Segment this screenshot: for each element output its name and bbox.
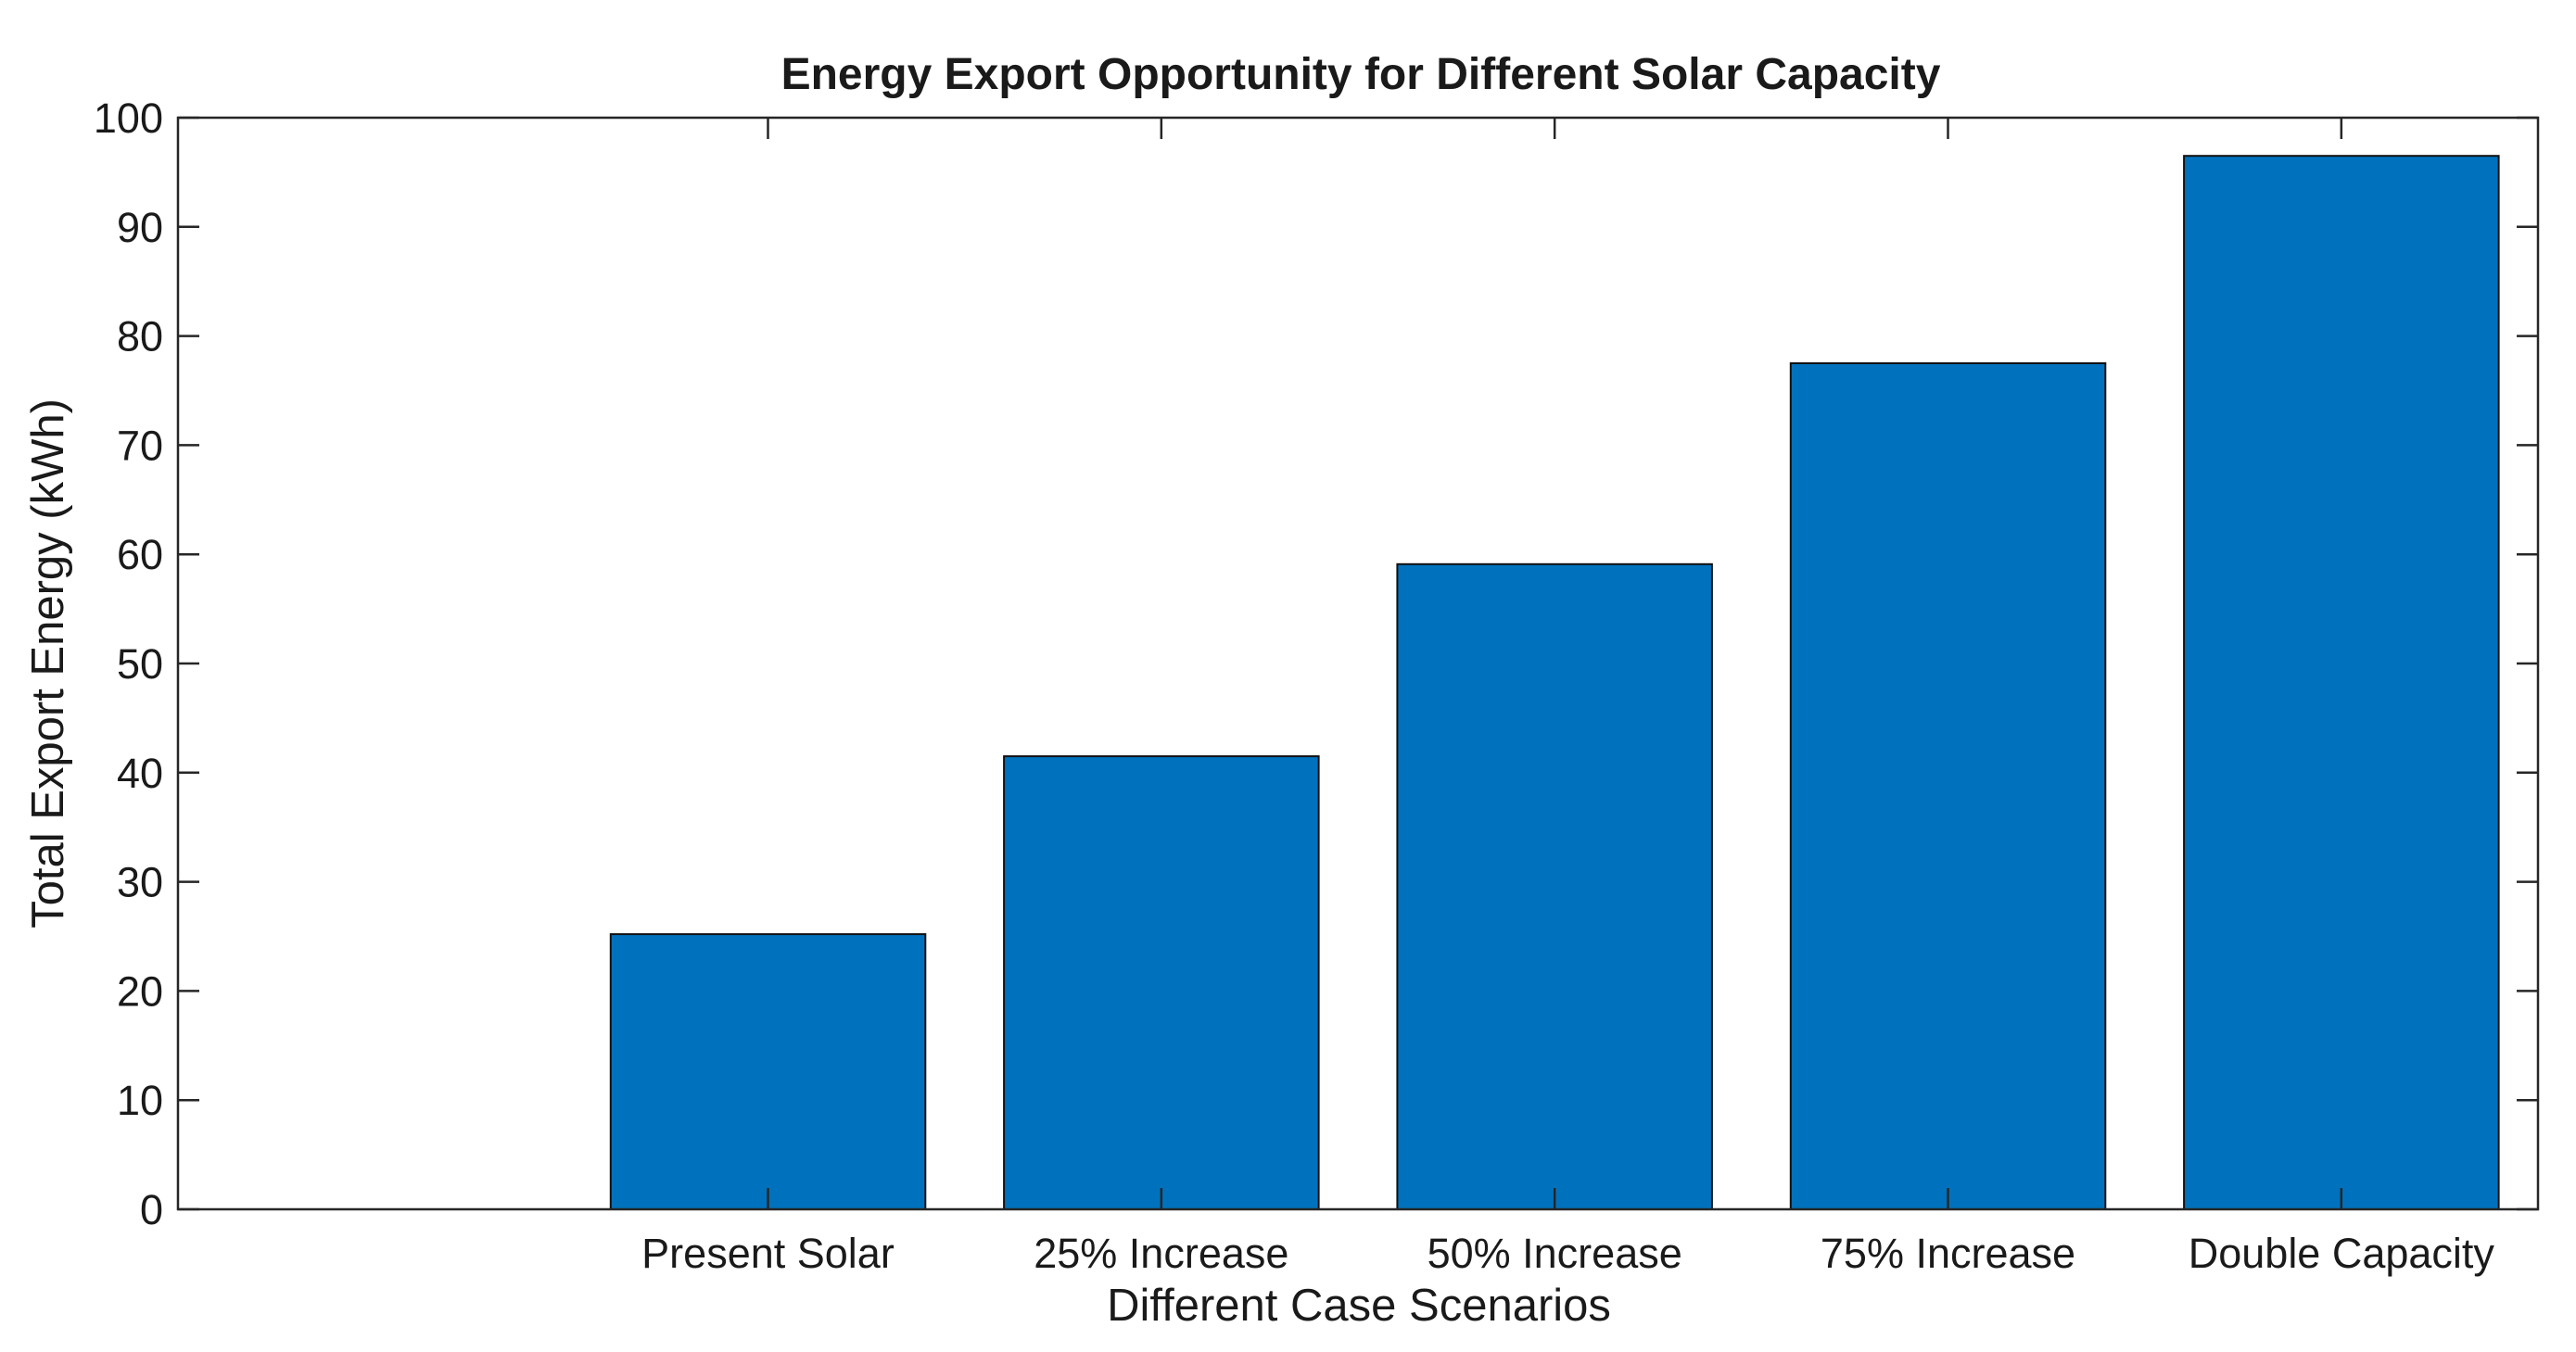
x-tick-label: 25% Increase xyxy=(1034,1230,1288,1277)
y-tick-label: 80 xyxy=(117,313,163,360)
bar-50-increase xyxy=(1396,562,1713,1210)
x-tick-label: Present Solar xyxy=(641,1230,895,1277)
x-tick-label: Double Capacity xyxy=(2189,1230,2495,1277)
chart-title: Energy Export Opportunity for Different … xyxy=(781,50,1941,99)
y-tick-label: 0 xyxy=(140,1186,163,1233)
bar-75-increase xyxy=(1789,362,2107,1210)
y-axis-tick-labels: 0 10 20 30 40 50 60 70 80 90 100 xyxy=(94,95,163,1233)
bar-double-capacity xyxy=(2183,155,2500,1211)
y-tick-label: 40 xyxy=(117,750,163,797)
x-tick-label: 50% Increase xyxy=(1428,1230,1682,1277)
x-axis-tick-labels: Present Solar 25% Increase 50% Increase 75%… xyxy=(641,1230,2494,1277)
ticks-group xyxy=(178,116,2538,1211)
x-axis-label: Different Case Scenarios xyxy=(1107,1281,1611,1331)
y-tick-label: 50 xyxy=(117,640,163,688)
y-tick-label: 60 xyxy=(117,531,163,578)
x-tick-label: 75% Increase xyxy=(1821,1230,2075,1277)
y-tick-label: 20 xyxy=(117,967,163,1015)
y-tick-label: 30 xyxy=(117,859,163,906)
y-tick-label: 90 xyxy=(117,204,163,251)
bar-present-solar xyxy=(609,933,927,1210)
bars-group xyxy=(609,155,2500,1211)
y-tick-label: 100 xyxy=(94,95,163,142)
plot-area-frame xyxy=(176,116,2540,1211)
y-tick-label: 10 xyxy=(117,1077,163,1124)
y-axis-label: Total Export Energy (kWh) xyxy=(23,398,73,929)
y-tick-label: 70 xyxy=(117,422,163,469)
bar-25-increase xyxy=(1003,755,1320,1210)
